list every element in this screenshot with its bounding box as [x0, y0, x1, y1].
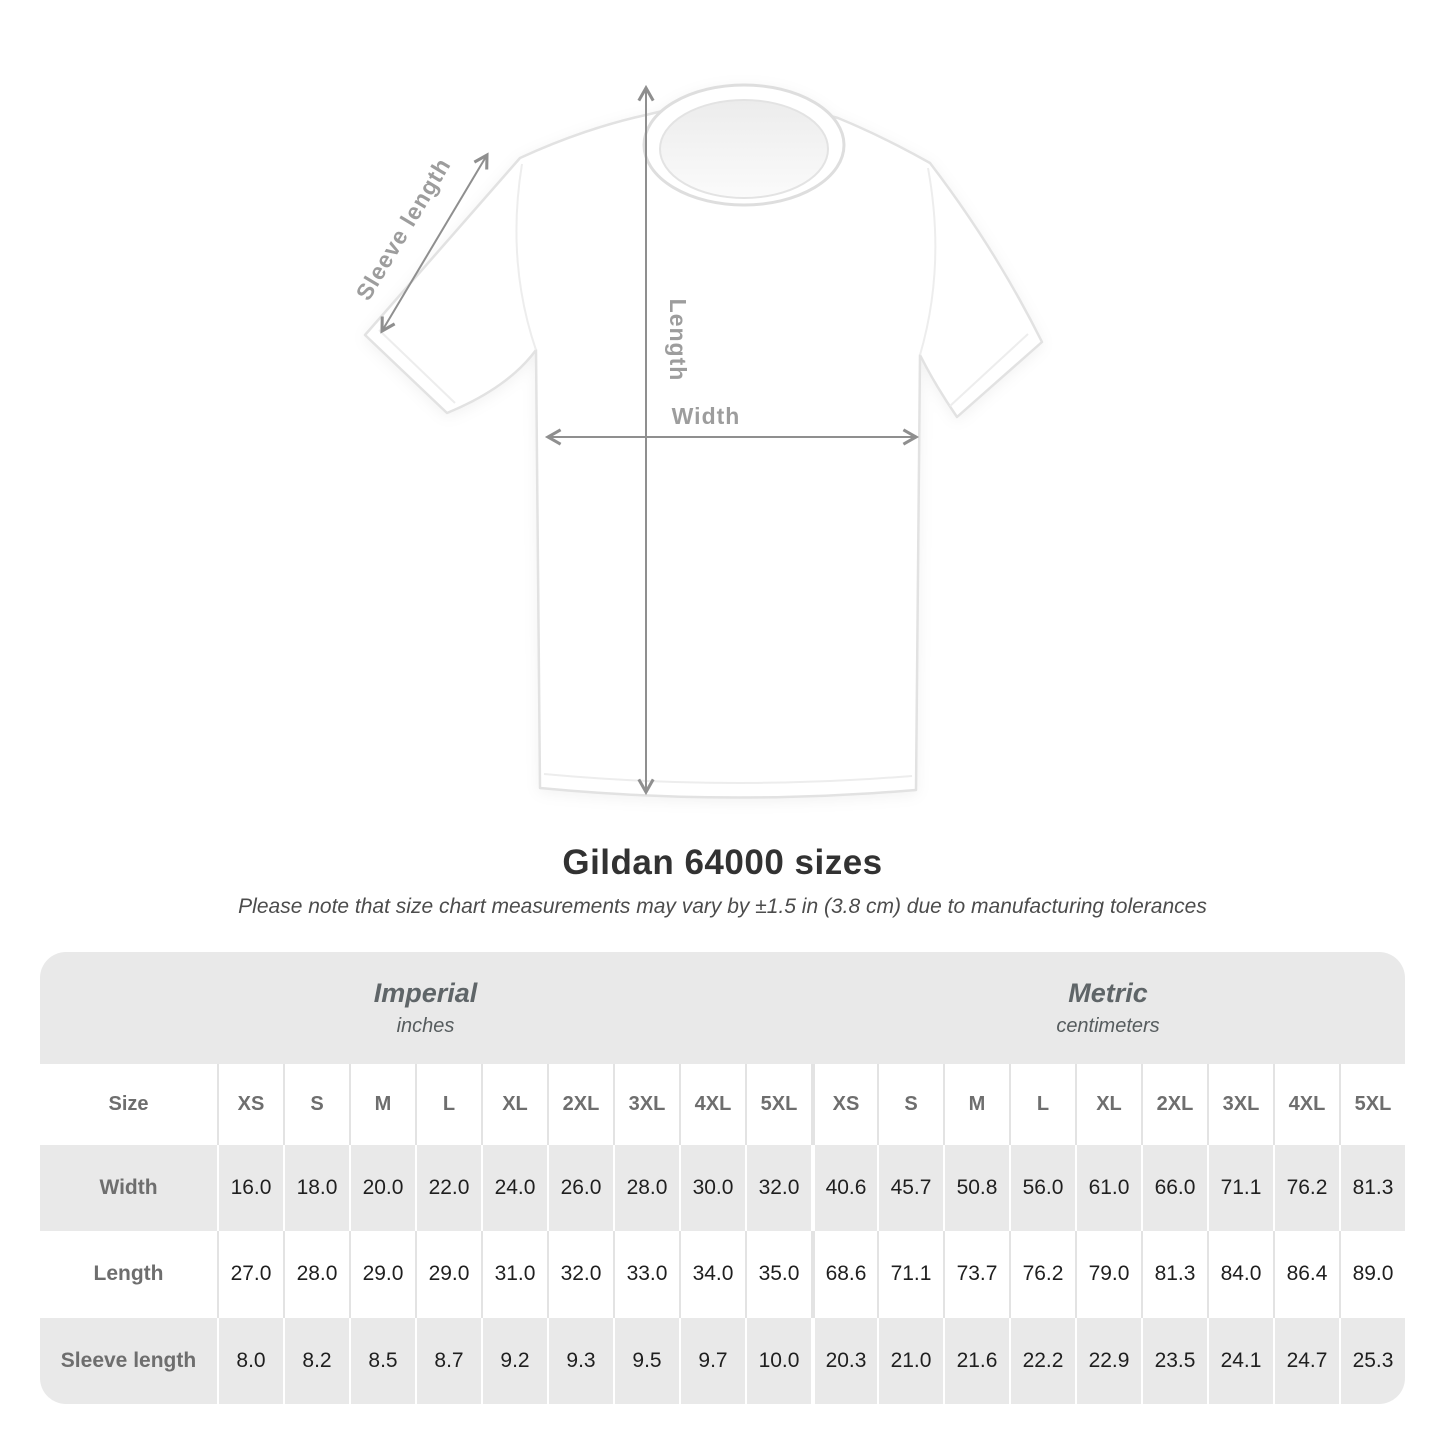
metric-group-unit: centimeters: [1056, 1015, 1160, 1037]
row-label: Length: [40, 1231, 217, 1318]
row-label: Sleeve length: [40, 1317, 217, 1404]
value-cell-imperial: 8.0: [217, 1317, 283, 1404]
value-cell-metric: 84.0: [1207, 1231, 1273, 1318]
size-header-metric-m: M: [943, 1064, 1009, 1145]
value-cell-imperial: 18.0: [283, 1145, 349, 1232]
value-cell-metric: 21.6: [943, 1317, 1009, 1404]
size-header-metric-s: S: [877, 1064, 943, 1145]
size-header-imperial-xl: XL: [481, 1064, 547, 1145]
tshirt-image: [363, 83, 1044, 799]
size-header-imperial-s: S: [283, 1064, 349, 1145]
size-header-metric-4xl: 4XL: [1273, 1064, 1339, 1145]
value-cell-imperial: 8.5: [349, 1317, 415, 1404]
value-cell-metric: 50.8: [943, 1145, 1009, 1232]
metric-group-header: Metric centimeters: [811, 952, 1405, 1064]
value-cell-imperial: 10.0: [745, 1317, 811, 1404]
tshirt-body: [363, 101, 1044, 799]
value-cell-metric: 76.2: [1009, 1231, 1075, 1318]
value-cell-imperial: 8.7: [415, 1317, 481, 1404]
value-cell-metric: 73.7: [943, 1231, 1009, 1318]
value-cell-imperial: 9.5: [613, 1317, 679, 1404]
value-cell-metric: 71.1: [1207, 1145, 1273, 1232]
value-cell-metric: 89.0: [1339, 1231, 1405, 1318]
size-header-imperial-l: L: [415, 1064, 481, 1145]
value-cell-metric: 66.0: [1141, 1145, 1207, 1232]
value-cell-imperial: 34.0: [679, 1231, 745, 1318]
imperial-group-header: Imperial inches: [40, 952, 811, 1064]
value-cell-metric: 68.6: [811, 1231, 877, 1318]
value-cell-imperial: 35.0: [745, 1231, 811, 1318]
value-cell-metric: 25.3: [1339, 1317, 1405, 1404]
value-cell-metric: 56.0: [1009, 1145, 1075, 1232]
value-cell-imperial: 9.2: [481, 1317, 547, 1404]
size-column-header: Size: [40, 1064, 217, 1145]
value-cell-metric: 45.7: [877, 1145, 943, 1232]
size-header-imperial-2xl: 2XL: [547, 1064, 613, 1145]
value-cell-metric: 86.4: [1273, 1231, 1339, 1318]
imperial-group-unit: inches: [396, 1015, 455, 1037]
value-cell-imperial: 33.0: [613, 1231, 679, 1318]
measurement-arrows: [380, 84, 920, 796]
page-title: Gildan 64000 sizes: [562, 843, 883, 882]
value-cell-metric: 23.5: [1141, 1317, 1207, 1404]
size-header-metric-3xl: 3XL: [1207, 1064, 1273, 1145]
value-cell-imperial: 32.0: [745, 1145, 811, 1232]
tolerance-note: Please note that size chart measurements…: [238, 895, 1207, 918]
size-header-imperial-xs: XS: [217, 1064, 283, 1145]
size-header-metric-5xl: 5XL: [1339, 1064, 1405, 1145]
value-cell-metric: 79.0: [1075, 1231, 1141, 1318]
row-label: Width: [40, 1145, 217, 1232]
imperial-group-title: Imperial: [373, 978, 478, 1008]
length-measure-label: Length: [665, 299, 691, 382]
value-cell-imperial: 24.0: [481, 1145, 547, 1232]
tshirt-svg: Width Length Sleeve length: [350, 83, 1044, 799]
width-measure-label: Width: [672, 403, 741, 429]
value-cell-imperial: 22.0: [415, 1145, 481, 1232]
right-cuff-seam: [949, 333, 1029, 407]
value-cell-metric: 22.2: [1009, 1317, 1075, 1404]
value-cell-metric: 22.9: [1075, 1317, 1141, 1404]
value-cell-imperial: 16.0: [217, 1145, 283, 1232]
value-cell-metric: 61.0: [1075, 1145, 1141, 1232]
value-cell-metric: 40.6: [811, 1145, 877, 1232]
value-cell-imperial: 28.0: [613, 1145, 679, 1232]
size-table-grid: Imperial inches Metric centimeters Size …: [40, 952, 1405, 1404]
left-cuff-seam: [378, 329, 456, 404]
value-cell-imperial: 26.0: [547, 1145, 613, 1232]
value-cell-imperial: 27.0: [217, 1231, 283, 1318]
value-cell-imperial: 29.0: [349, 1231, 415, 1318]
value-cell-metric: 24.1: [1207, 1317, 1273, 1404]
value-cell-imperial: 32.0: [547, 1231, 613, 1318]
size-header-metric-xl: XL: [1075, 1064, 1141, 1145]
value-cell-metric: 24.7: [1273, 1317, 1339, 1404]
value-cell-imperial: 8.2: [283, 1317, 349, 1404]
collar-inner: [659, 99, 829, 199]
value-cell-imperial: 29.0: [415, 1231, 481, 1318]
left-sleeve-seam: [515, 163, 537, 351]
value-cell-imperial: 9.3: [547, 1317, 613, 1404]
value-cell-metric: 81.3: [1339, 1145, 1405, 1232]
right-sleeve-seam: [919, 167, 937, 356]
size-header-imperial-4xl: 4XL: [679, 1064, 745, 1145]
size-header-metric-2xl: 2XL: [1141, 1064, 1207, 1145]
value-cell-metric: 21.0: [877, 1317, 943, 1404]
value-cell-metric: 76.2: [1273, 1145, 1339, 1232]
value-cell-imperial: 20.0: [349, 1145, 415, 1232]
sleeve-length-arrow: [380, 152, 489, 334]
size-header-imperial-5xl: 5XL: [745, 1064, 811, 1145]
value-cell-imperial: 30.0: [679, 1145, 745, 1232]
value-cell-metric: 71.1: [877, 1231, 943, 1318]
size-header-imperial-3xl: 3XL: [613, 1064, 679, 1145]
size-header-metric-xs: XS: [811, 1064, 877, 1145]
tshirt-measurement-diagram: Width Length Sleeve length: [350, 83, 1044, 799]
value-cell-metric: 20.3: [811, 1317, 877, 1404]
hem-seam: [543, 773, 913, 785]
size-header-metric-l: L: [1009, 1064, 1075, 1145]
value-cell-imperial: 28.0: [283, 1231, 349, 1318]
value-cell-metric: 81.3: [1141, 1231, 1207, 1318]
value-cell-imperial: 9.7: [679, 1317, 745, 1404]
metric-group-title: Metric: [1068, 978, 1148, 1008]
size-header-imperial-m: M: [349, 1064, 415, 1145]
value-cell-imperial: 31.0: [481, 1231, 547, 1318]
